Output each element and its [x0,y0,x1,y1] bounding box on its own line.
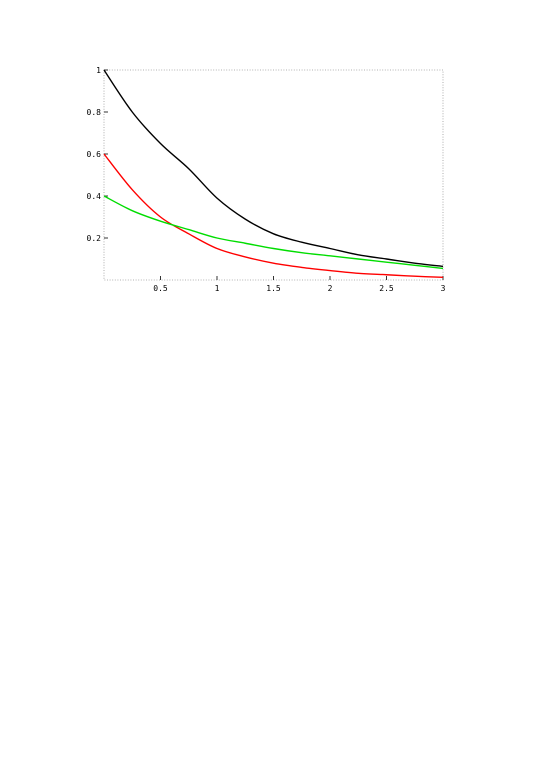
series-layer [103,69,444,278]
y-tick-label: 0.2 [87,234,102,243]
y-axis: 0.2 0.4 0.6 0.8 1 [87,66,108,243]
y-tick-label: 0.8 [87,108,102,117]
x-tick-label: 3 [441,284,446,293]
y-tick-label: 1 [96,66,101,75]
x-tick-label: 2.5 [379,284,394,293]
x-tick-label: 1 [215,284,220,293]
x-tick-label: 1.5 [266,284,281,293]
series-line-2 [103,195,444,270]
series-line-1 [103,153,444,278]
y-tick-label: 0.6 [87,150,102,159]
x-tick-label: 2 [328,284,333,293]
x-tick-label: 0.5 [153,284,168,293]
x-axis: 0.5 1 1.5 2 2.5 3 [153,276,446,293]
series-line-0 [103,69,444,268]
y-tick-label: 0.4 [87,192,102,201]
